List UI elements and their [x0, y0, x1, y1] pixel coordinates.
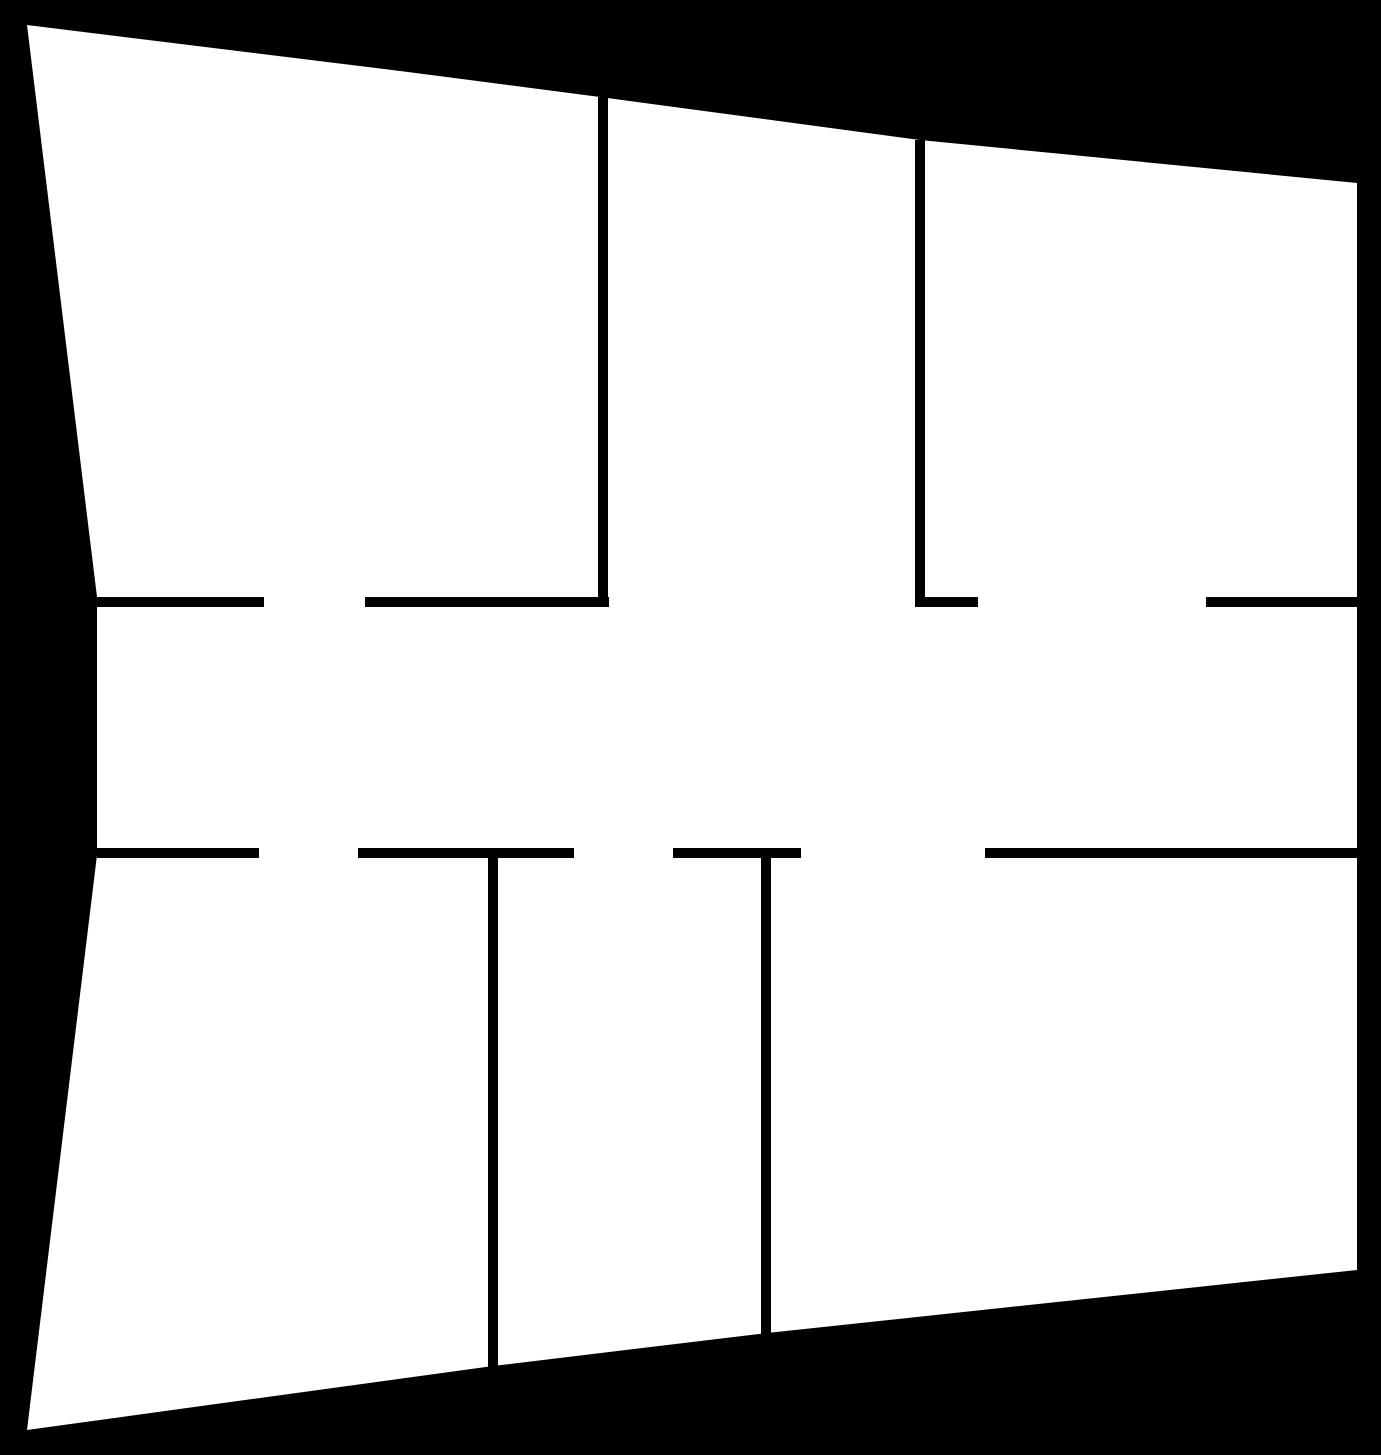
interior-walls — [97, 97, 1357, 1368]
floor-outline — [27, 25, 1357, 1430]
